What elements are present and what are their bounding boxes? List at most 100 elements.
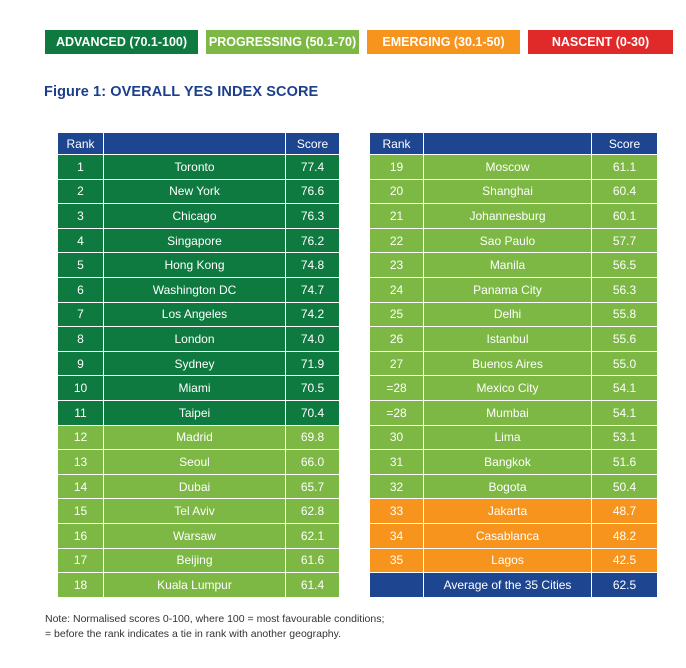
city-cell: Bangkok — [423, 449, 592, 475]
table-row: 17 Beijing 61.6 — [57, 547, 340, 574]
city-cell: Mumbai — [423, 399, 592, 426]
rank-cell: 14 — [57, 473, 104, 500]
table-row: 4 Singapore 76.2 — [57, 227, 340, 254]
score-legend: ADVANCED (70.1-100) PROGRESSING (50.1-70… — [45, 30, 673, 54]
table-header: Rank Score — [369, 132, 658, 155]
city-cell: Shanghai — [423, 178, 592, 205]
rank-cell: 24 — [369, 276, 424, 303]
city-header — [103, 132, 286, 155]
city-cell: Casablanca — [423, 522, 592, 549]
city-cell: New York — [103, 178, 286, 205]
rank-cell: 7 — [57, 301, 104, 328]
table-row: =28 Mexico City 54.1 — [369, 375, 658, 401]
rank-cell: 18 — [57, 572, 104, 598]
city-cell: Buenos Aires — [423, 350, 592, 377]
rank-cell: 11 — [57, 399, 104, 426]
table-row: 15 Tel Aviv 62.8 — [57, 498, 340, 524]
legend-progressing: PROGRESSING (50.1-70) — [206, 30, 359, 54]
table-row: 21 Johannesburg 60.1 — [369, 203, 658, 229]
city-cell: Dubai — [103, 473, 286, 500]
city-cell: Beijing — [103, 547, 286, 574]
table-row: 30 Lima 53.1 — [369, 424, 658, 451]
city-cell: Warsaw — [103, 522, 286, 549]
score-cell: 55.6 — [591, 326, 658, 352]
table-row: 13 Seoul 66.0 — [57, 449, 340, 475]
city-cell: Kuala Lumpur — [103, 572, 286, 598]
city-cell: Delhi — [423, 301, 592, 328]
table-row: 7 Los Angeles 74.2 — [57, 301, 340, 328]
table-header: Rank Score — [57, 132, 340, 155]
rank-cell: 15 — [57, 498, 104, 524]
rank-cell: 17 — [57, 547, 104, 574]
rank-header: Rank — [369, 132, 424, 155]
table-row: 25 Delhi 55.8 — [369, 301, 658, 328]
city-cell: Istanbul — [423, 326, 592, 352]
rank-cell: 32 — [369, 473, 424, 500]
rank-cell: 26 — [369, 326, 424, 352]
city-cell: Los Angeles — [103, 301, 286, 328]
rank-cell: 16 — [57, 522, 104, 549]
city-cell: Lagos — [423, 547, 592, 574]
score-cell: 69.8 — [285, 424, 340, 451]
score-cell: 56.5 — [591, 252, 658, 278]
score-cell: 74.7 — [285, 276, 340, 303]
score-cell: 54.1 — [591, 399, 658, 426]
score-header: Score — [285, 132, 340, 155]
score-cell: 70.5 — [285, 375, 340, 401]
footnote-line-2: = before the rank indicates a tie in ran… — [45, 628, 342, 640]
average-rank-cell — [369, 572, 424, 598]
legend-nascent: NASCENT (0-30) — [528, 30, 673, 54]
rank-cell: =28 — [369, 375, 424, 401]
rank-cell: 20 — [369, 178, 424, 205]
rank-cell: 9 — [57, 350, 104, 377]
table-row: 18 Kuala Lumpur 61.4 — [57, 572, 340, 598]
score-cell: 50.4 — [591, 473, 658, 500]
city-cell: Singapore — [103, 227, 286, 254]
city-cell: Sydney — [103, 350, 286, 377]
ranking-table-right: Rank Score 19 Moscow 61.1 20 Shanghai 60.4 21 J… — [369, 132, 658, 598]
city-cell: Moscow — [423, 154, 592, 180]
rank-cell: 19 — [369, 154, 424, 180]
score-cell: 51.6 — [591, 449, 658, 475]
table-row: 35 Lagos 42.5 — [369, 547, 658, 574]
score-cell: 42.5 — [591, 547, 658, 574]
table-row: 2 New York 76.6 — [57, 178, 340, 205]
table-row: 31 Bangkok 51.6 — [369, 449, 658, 475]
score-cell: 60.1 — [591, 203, 658, 229]
city-cell: Washington DC — [103, 276, 286, 303]
average-label: Average of the 35 Cities — [423, 572, 592, 598]
figure-title: Figure 1: OVERALL YES INDEX SCORE — [44, 84, 319, 100]
table-row: 33 Jakarta 48.7 — [369, 498, 658, 524]
rank-cell: 35 — [369, 547, 424, 574]
table-row: 19 Moscow 61.1 — [369, 154, 658, 180]
table-row: 8 London 74.0 — [57, 326, 340, 352]
score-cell: 62.8 — [285, 498, 340, 524]
footnote: Note: Normalised scores 0-100, where 100… — [45, 612, 384, 642]
score-cell: 65.7 — [285, 473, 340, 500]
table-row: 11 Taipei 70.4 — [57, 399, 340, 426]
rank-cell: 27 — [369, 350, 424, 377]
table-row: 22 Sao Paulo 57.7 — [369, 227, 658, 254]
table-row: 1 Toronto 77.4 — [57, 154, 340, 180]
rank-cell: 3 — [57, 203, 104, 229]
score-cell: 56.3 — [591, 276, 658, 303]
score-cell: 61.1 — [591, 154, 658, 180]
table-row: 9 Sydney 71.9 — [57, 350, 340, 377]
score-cell: 60.4 — [591, 178, 658, 205]
table-row: 12 Madrid 69.8 — [57, 424, 340, 451]
score-cell: 71.9 — [285, 350, 340, 377]
rank-cell: 21 — [369, 203, 424, 229]
rank-cell: 5 — [57, 252, 104, 278]
score-cell: 70.4 — [285, 399, 340, 426]
score-cell: 61.4 — [285, 572, 340, 598]
rank-cell: 13 — [57, 449, 104, 475]
city-cell: Sao Paulo — [423, 227, 592, 254]
rank-cell: 6 — [57, 276, 104, 303]
rank-cell: 23 — [369, 252, 424, 278]
rank-cell: 31 — [369, 449, 424, 475]
legend-emerging: EMERGING (30.1-50) — [367, 30, 520, 54]
rank-cell: 25 — [369, 301, 424, 328]
city-cell: Tel Aviv — [103, 498, 286, 524]
city-cell: Seoul — [103, 449, 286, 475]
city-header — [423, 132, 592, 155]
